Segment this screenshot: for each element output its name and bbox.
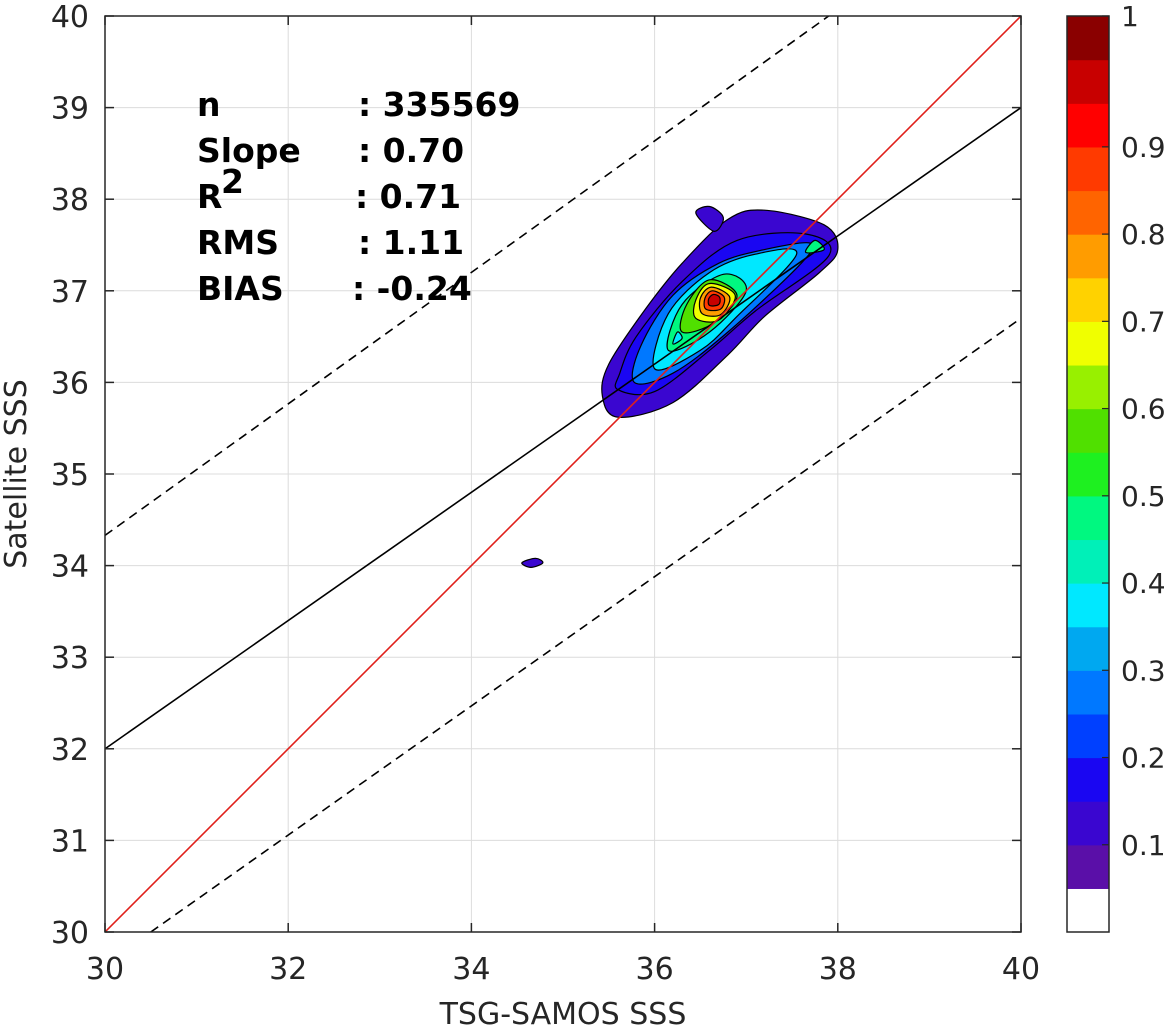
colorbar-segment [1067,408,1109,453]
y-tick-label: 37 [51,275,89,310]
fit-line [105,106,1021,750]
stat-label: BIAS [197,269,284,308]
colorbar-segment [1067,103,1109,148]
colorbar-segment [1067,277,1109,322]
contour-level [695,205,724,232]
x-tick-label: 30 [86,952,124,987]
colorbar-segment [1067,234,1109,279]
y-tick-labels: 30 31 32 33 34 35 36 37 38 39 40 [51,0,89,951]
ticks [104,15,1022,933]
colorbar-segment [1067,801,1109,846]
y-tick-label: 30 [51,916,89,951]
x-tick-label: 34 [452,952,490,987]
x-tick-label: 36 [636,952,674,987]
colorbar-segment [1067,495,1109,541]
colorbar-tick-label: 0.7 [1121,305,1166,338]
stat-label: Slope [197,131,301,170]
colorbar-segment [1067,364,1109,410]
colorbar-segment [1067,59,1109,104]
colorbar-frame [1066,15,1110,933]
x-tick-label: 32 [269,952,307,987]
colorbar-tick-label: 0.6 [1121,393,1166,426]
colorbar-segment [1067,626,1109,671]
y-tick-label: 39 [51,92,89,127]
colorbar-tick-label: 0.5 [1121,480,1166,513]
upper-bound-line [105,16,830,537]
contour-level [521,557,544,568]
y-tick-label: 31 [51,824,89,859]
colorbar-segment [1067,321,1109,366]
stat-label: n [197,85,221,124]
y-tick-label: 33 [51,641,89,676]
y-tick-label: 36 [51,366,89,401]
colorbar-tick-label: 0.1 [1121,829,1166,862]
colorbar-segment [1067,757,1109,802]
colorbar-tick-label: 0.8 [1121,218,1166,251]
x-axis-title: TSG-SAMOS SSS [439,997,687,1028]
stat-label: RMS [197,223,279,262]
y-axis-title: Satellite SSS [0,379,34,569]
stat-label: R [197,177,222,216]
stat-value: : 1.11 [358,223,464,262]
colorbar-segment [1067,539,1109,584]
x-tick-label: 40 [1002,952,1040,987]
reference-lines [105,16,1021,932]
stat-superscript: 2 [221,162,244,201]
colorbar-segment [1067,583,1109,628]
colorbar-segment [1067,670,1109,715]
colorbar-tick-label: 1 [1121,0,1139,33]
contour-level [707,293,721,307]
stat-value: : 335569 [358,85,520,124]
colorbar-tick-label: 0.2 [1121,742,1166,775]
stat-value: : 0.71 [355,177,461,216]
grid [104,15,1022,933]
colorbar-segment [1067,713,1109,759]
colorbar-tick-label: 0.3 [1121,654,1166,687]
contour-level [672,331,683,345]
stat-value: : -0.24 [352,269,472,308]
colorbar-segment [1067,146,1109,192]
y-tick-label: 35 [51,458,89,493]
stat-value: : 0.70 [358,131,464,170]
colorbar-segment [1067,888,1109,933]
one-to-one-line [105,16,1021,932]
colorbar-segment [1067,190,1109,235]
colorbar-segment [1067,844,1109,889]
x-tick-labels: 30 32 34 36 38 40 [86,952,1040,987]
colorbar: 0.1 0.2 0.3 0.4 0.5 0.6 0.7 0.8 0.9 1 [1066,0,1166,933]
y-tick-label: 32 [51,733,89,768]
colorbar-segment [1067,452,1109,497]
y-tick-label: 40 [51,0,89,35]
y-tick-label: 34 [51,550,89,585]
x-tick-label: 38 [819,952,857,987]
lower-bound-line [150,317,1021,932]
colorbar-tick-label: 0.4 [1121,567,1166,600]
colorbar-tick-label: 0.9 [1121,131,1166,164]
stats-box: n : 335569 Slope : 0.70 R2 : 0.71 RMS : 1.11 BIA… [197,85,520,308]
y-tick-label: 38 [51,183,89,218]
colorbar-segment [1067,16,1109,61]
